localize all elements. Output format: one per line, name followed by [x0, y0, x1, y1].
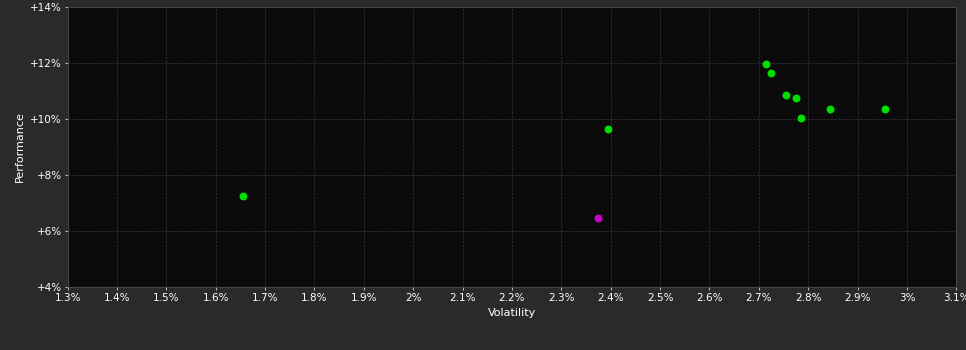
X-axis label: Volatility: Volatility [488, 308, 536, 318]
Point [788, 95, 804, 101]
Point [758, 62, 774, 67]
Point [763, 70, 779, 76]
Point [877, 106, 893, 112]
Point [601, 126, 616, 132]
Point [779, 92, 794, 98]
Point [823, 106, 838, 112]
Point [793, 115, 809, 120]
Point [235, 193, 250, 199]
Point [590, 216, 606, 221]
Y-axis label: Performance: Performance [14, 112, 25, 182]
